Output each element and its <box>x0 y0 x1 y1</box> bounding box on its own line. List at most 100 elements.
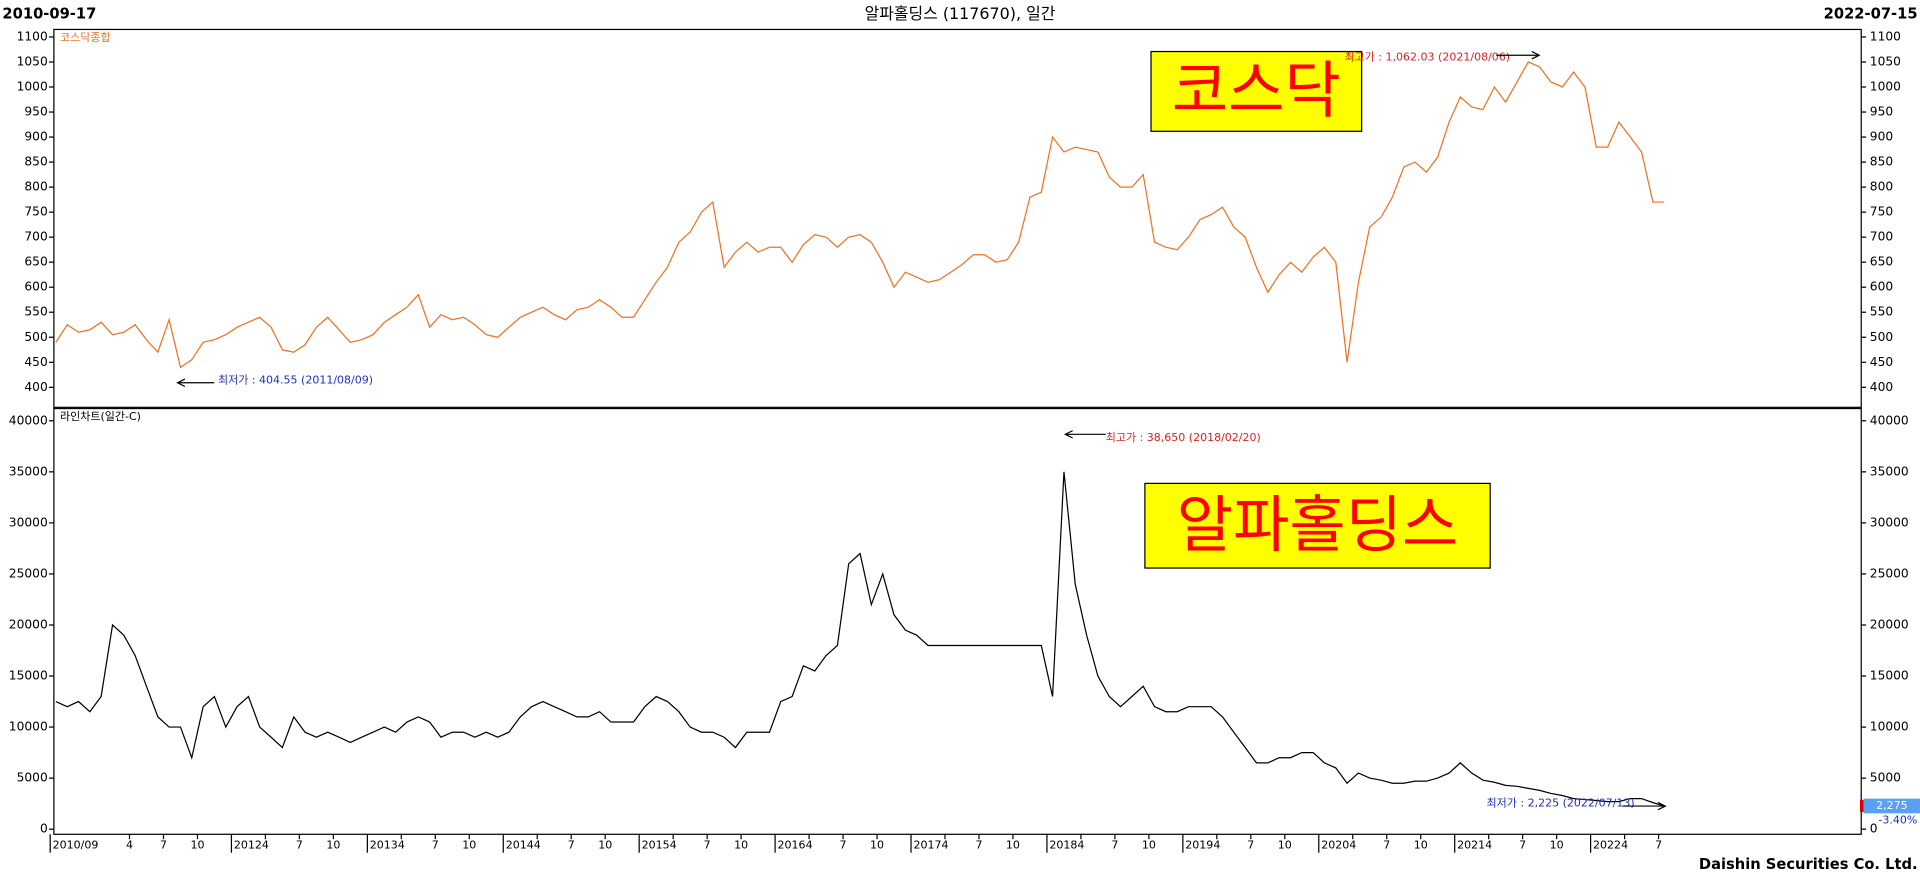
x-tick-label: 7 <box>1655 838 1662 851</box>
x-tick-label: 10 <box>1278 838 1292 851</box>
x-tick-label: 4 <box>806 838 813 851</box>
y-tick-label: 5000 <box>17 771 48 785</box>
y2-tick-label: 900 <box>1870 130 1893 144</box>
x-tick-label: 4 <box>126 838 133 851</box>
panel-frame <box>53 407 1862 835</box>
x-tick-label: 7 <box>296 838 303 851</box>
x-tick-label: 4 <box>1213 838 1220 851</box>
y-tick-label: 25000 <box>9 566 48 580</box>
chart-title: 알파홀딩스 (117670), 일간 <box>865 4 1056 23</box>
y2-tick-label: 15000 <box>1870 669 1909 683</box>
x-tick-label: 2017 <box>913 838 941 851</box>
y2-tick-label: 1000 <box>1870 79 1901 93</box>
y2-tick-label: 700 <box>1870 230 1893 244</box>
y2-tick-label: 35000 <box>1870 464 1909 478</box>
y-tick-label: 40000 <box>9 413 48 427</box>
y2-tick-label: 30000 <box>1870 515 1909 529</box>
start-date: 2010-09-17 <box>2 6 96 23</box>
legend-label: 라인차트(일간-C) <box>60 409 141 423</box>
x-tick-label: 7 <box>432 838 439 851</box>
y2-tick-label: 10000 <box>1870 720 1909 734</box>
panel-frame <box>53 28 1862 408</box>
series-line <box>55 61 1665 369</box>
x-tick-label: 2020 <box>1321 838 1349 851</box>
arrow-head <box>1063 430 1073 439</box>
x-tick-label: 4 <box>1349 838 1356 851</box>
y-tick-label: 0 <box>40 822 48 836</box>
x-tick-label: 4 <box>1485 838 1492 851</box>
y-tick-label: 650 <box>24 255 47 269</box>
x-tick-label: 4 <box>670 838 677 851</box>
x-tick-label: 4 <box>1077 838 1084 851</box>
x-tick-label: 7 <box>1383 838 1390 851</box>
x-tick-label: 10 <box>1006 838 1020 851</box>
y2-tick-label: 0 <box>1870 822 1878 836</box>
x-tick-label: 2022 <box>1593 838 1621 851</box>
x-tick-label: 7 <box>840 838 847 851</box>
series-line <box>55 471 1665 807</box>
y-tick-label: 1000 <box>17 79 48 93</box>
y2-tick-label: 550 <box>1870 305 1893 319</box>
annotation: 최저가 : 404.55 (2011/08/09) <box>218 373 373 386</box>
y-tick-label: 1050 <box>17 54 48 68</box>
x-tick-label: 4 <box>534 838 541 851</box>
x-tick-label: 10 <box>598 838 612 851</box>
x-tick-label: 2010/09 <box>53 838 99 851</box>
label-text: 알파홀딩스 <box>1177 490 1459 561</box>
x-tick-label: 4 <box>941 838 948 851</box>
y2-tick-label: 5000 <box>1870 771 1901 785</box>
change-label: -3.40% <box>1878 814 1917 827</box>
x-tick-label: 7 <box>1111 838 1118 851</box>
footer: Daishin Securities Co. Ltd. <box>1699 856 1918 873</box>
y2-tick-label: 650 <box>1870 255 1893 269</box>
x-tick-label: 2018 <box>1049 838 1077 851</box>
y2-tick-label: 450 <box>1870 355 1893 369</box>
x-tick-label: 10 <box>870 838 884 851</box>
x-tick-label: 10 <box>190 838 204 851</box>
y-tick-label: 10000 <box>9 720 48 734</box>
arrow-head <box>176 378 186 388</box>
label-box <box>1150 50 1363 132</box>
annotation: 최저가 : 2,225 (2022/07/13) <box>1487 797 1635 810</box>
y-tick-label: 20000 <box>9 617 48 631</box>
x-tick-label: 2021 <box>1457 838 1485 851</box>
last-marker <box>1860 799 1864 813</box>
y2-tick-label: 950 <box>1870 105 1893 119</box>
x-tick-label: 2015 <box>642 838 670 851</box>
y-tick-label: 400 <box>24 380 47 394</box>
x-tick-label: 10 <box>326 838 340 851</box>
x-tick-label: 2016 <box>778 838 806 851</box>
price-tag <box>1863 798 1920 814</box>
x-tick-label: 7 <box>1519 838 1526 851</box>
y-tick-label: 35000 <box>9 464 48 478</box>
y-tick-label: 600 <box>24 280 47 294</box>
legend-label: 코스닥종합 <box>60 31 111 44</box>
x-tick-label: 2013 <box>370 838 398 851</box>
y2-tick-label: 25000 <box>1870 566 1909 580</box>
x-tick-label: 10 <box>1142 838 1156 851</box>
y-tick-label: 900 <box>24 130 47 144</box>
y2-tick-label: 750 <box>1870 205 1893 219</box>
x-tick-label: 10 <box>734 838 748 851</box>
x-tick-label: 7 <box>975 838 982 851</box>
x-tick-label: 2014 <box>506 838 534 851</box>
y-tick-label: 750 <box>24 205 47 219</box>
x-tick-label: 10 <box>1550 838 1564 851</box>
y2-tick-label: 500 <box>1870 330 1893 344</box>
y-tick-label: 850 <box>24 155 47 169</box>
x-tick-label: 2012 <box>234 838 262 851</box>
price-tag-label: 2,275 <box>1876 799 1908 812</box>
annotation: 최고가 : 38,650 (2018/02/20) <box>1106 431 1261 444</box>
y-tick-label: 1100 <box>17 29 48 43</box>
x-tick-label: 4 <box>1621 838 1628 851</box>
y-tick-label: 800 <box>24 180 47 194</box>
y2-tick-label: 850 <box>1870 155 1893 169</box>
y-tick-label: 550 <box>24 305 47 319</box>
x-tick-label: 7 <box>1247 838 1254 851</box>
y-tick-label: 950 <box>24 105 47 119</box>
y-tick-label: 15000 <box>9 669 48 683</box>
x-tick-label: 4 <box>262 838 269 851</box>
y2-tick-label: 1100 <box>1870 29 1901 43</box>
y-tick-label: 450 <box>24 355 47 369</box>
